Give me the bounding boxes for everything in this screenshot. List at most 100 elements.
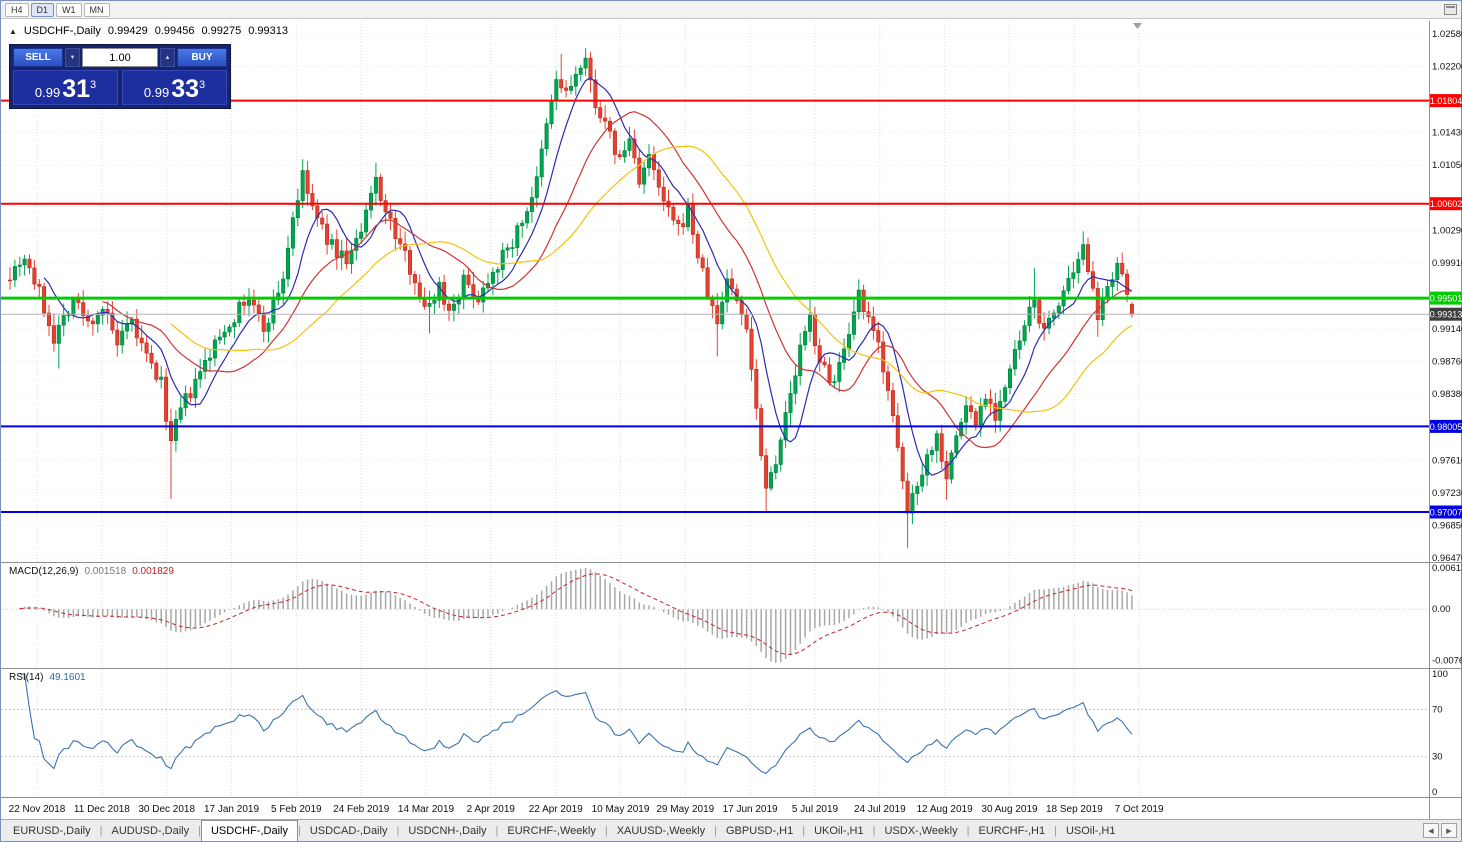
tabs-scroll-left-button[interactable]: ◀ (1423, 823, 1439, 838)
ohlc-high: 0.99456 (154, 25, 195, 37)
tab-separator: | (198, 824, 201, 837)
main-pane (1, 23, 1429, 548)
svg-text:70: 70 (1432, 704, 1443, 715)
triangle-down-icon: ▼ (69, 54, 76, 61)
tab-usoil-h1[interactable]: USOil-,H1 (1065, 824, 1116, 837)
one-click-trade-panel: SELL ▼ 1.00 ▲ BUY 0.99 31 3 0.99 33 3 (9, 44, 231, 109)
svg-text:24 Feb 2019: 24 Feb 2019 (333, 804, 390, 815)
svg-text:11 Dec 2018: 11 Dec 2018 (74, 804, 130, 815)
tab-separator: | (99, 824, 103, 837)
svg-text:7 Oct 2019: 7 Oct 2019 (1115, 804, 1164, 815)
tab-separator: | (714, 824, 717, 837)
tab-separator: | (297, 824, 301, 837)
triangle-up-icon: ▲ (164, 54, 171, 61)
trade-prices-row: 0.99 31 3 0.99 33 3 (13, 70, 227, 105)
timeframe-button-w1[interactable]: W1 (56, 2, 82, 17)
svg-text:10 May 2019: 10 May 2019 (592, 804, 650, 815)
svg-text:17 Jan 2019: 17 Jan 2019 (204, 804, 259, 815)
macd-name: MACD(12,26,9) (9, 566, 79, 577)
svg-text:22 Apr 2019: 22 Apr 2019 (529, 804, 583, 815)
macd-pane (1, 568, 1429, 663)
macd-indicator-label: MACD(12,26,9) 0.001518 0.001829 (9, 566, 174, 577)
tab-separator: | (966, 824, 970, 837)
svg-text:0.96470: 0.96470 (1432, 553, 1462, 564)
tab-eurusd-daily[interactable]: EURUSD-,Daily (13, 824, 91, 837)
svg-text:17 Jun 2019: 17 Jun 2019 (723, 804, 778, 815)
tab-eurchf-h1[interactable]: EURCHF-,H1 (978, 824, 1046, 837)
timeframe-button-h4[interactable]: H4 (5, 2, 29, 17)
chart-title-bar: ▲ USDCHF-,Daily 0.99429 0.99456 0.99275 … (9, 25, 288, 37)
svg-text:100: 100 (1432, 669, 1448, 680)
tab-ukoil-h1[interactable]: UKOil-,H1 (814, 824, 864, 837)
volume-input[interactable]: 1.00 (82, 48, 158, 67)
ohlc-close: 0.99313 (248, 25, 288, 37)
ask-price-button[interactable]: 0.99 33 3 (122, 70, 227, 105)
bid-price-sup: 3 (90, 79, 97, 91)
ask-price-small: 0.99 (143, 85, 170, 100)
buy-button[interactable]: BUY (177, 48, 227, 67)
svg-text:0.00613: 0.00613 (1432, 563, 1462, 574)
tab-separator: | (396, 824, 400, 837)
svg-text:5 Jul 2019: 5 Jul 2019 (792, 804, 839, 815)
bid-price-small: 0.99 (34, 85, 61, 100)
tab-usdchf-daily[interactable]: USDCHF-,Daily (200, 819, 298, 841)
window-controls-icon[interactable] (1444, 4, 1457, 15)
svg-text:2 Apr 2019: 2 Apr 2019 (467, 804, 516, 815)
tab-separator: | (802, 824, 806, 837)
tab-usdcnh-daily[interactable]: USDCNH-,Daily (408, 824, 487, 837)
tab-gbpusd-h1[interactable]: GBPUSD-,H1 (725, 824, 794, 837)
svg-text:1.00602: 1.00602 (1430, 199, 1462, 209)
svg-text:5 Feb 2019: 5 Feb 2019 (271, 804, 322, 815)
tab-usdcad-daily[interactable]: USDCAD-,Daily (309, 824, 388, 837)
volume-increase-button[interactable]: ▲ (160, 48, 175, 67)
timeframe-button-d1[interactable]: D1 (30, 2, 55, 17)
svg-text:0.99313: 0.99313 (1430, 310, 1462, 320)
trade-controls-row: SELL ▼ 1.00 ▲ BUY (13, 48, 227, 67)
rsi-name: RSI(14) (9, 672, 44, 683)
tab-eurchf-weekly[interactable]: EURCHF-,Weekly (507, 824, 596, 837)
macd-value-main: 0.001518 (84, 566, 127, 577)
date-axis: 22 Nov 2018 11 Dec 2018 30 Dec 2018 17 Jan … (9, 804, 1164, 815)
timeframe-button-mn[interactable]: MN (83, 2, 110, 17)
ohlc-open: 0.99429 (107, 25, 148, 37)
svg-text:30: 30 (1432, 752, 1443, 763)
svg-text:0: 0 (1432, 787, 1437, 798)
svg-text:14 Mar 2019: 14 Mar 2019 (398, 804, 455, 815)
tab-separator: | (1054, 824, 1057, 837)
svg-text:24 Jul 2019: 24 Jul 2019 (854, 804, 906, 815)
bid-price-button[interactable]: 0.99 31 3 (13, 70, 118, 105)
timeframe-toolbar: H4 D1 W1 MN (1, 1, 1461, 19)
macd-value-signal: 0.001829 (132, 566, 174, 577)
sell-button[interactable]: SELL (13, 48, 63, 67)
rsi-value: 49.1601 (49, 672, 86, 683)
svg-text:22 Nov 2018: 22 Nov 2018 (9, 804, 66, 815)
rsi-pane (1, 673, 1429, 775)
chart-shift-marker-icon (1133, 23, 1142, 29)
tab-separator: | (604, 824, 608, 837)
symbol-label: USDCHF-,Daily (23, 25, 101, 37)
svg-text:0.00: 0.00 (1432, 604, 1451, 615)
rsi-indicator-label: RSI(14) 49.1601 (9, 672, 86, 683)
tab-xauusd-weekly[interactable]: XAUUSD-,Weekly (616, 824, 706, 837)
ohlc-low: 0.99275 (201, 25, 242, 37)
svg-text:12 Aug 2019: 12 Aug 2019 (917, 804, 974, 815)
tab-audusd-daily[interactable]: AUDUSD-,Daily (111, 824, 190, 837)
svg-text:29 May 2019: 29 May 2019 (656, 804, 714, 815)
svg-text:0.98005: 0.98005 (1430, 422, 1462, 432)
svg-text:1.02200: 1.02200 (1432, 62, 1462, 73)
collapse-arrow-icon[interactable]: ▲ (9, 26, 17, 36)
tabs-scroll-right-button[interactable]: ▶ (1441, 823, 1457, 838)
tabs-scroll: ◀ ▶ (1423, 823, 1457, 838)
toolbar-right (1444, 4, 1457, 15)
volume-decrease-button[interactable]: ▼ (65, 48, 80, 67)
svg-text:18 Sep 2019: 18 Sep 2019 (1046, 804, 1103, 815)
tab-usdx-weekly[interactable]: USDX-,Weekly (884, 824, 958, 837)
